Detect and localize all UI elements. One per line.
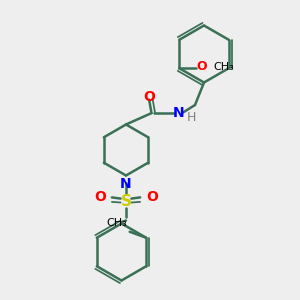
Text: N: N: [120, 177, 132, 191]
Text: O: O: [197, 60, 207, 73]
Text: S: S: [121, 194, 131, 208]
Text: O: O: [146, 190, 158, 204]
Text: CH₃: CH₃: [106, 218, 127, 228]
Text: CH₃: CH₃: [213, 62, 234, 72]
Text: O: O: [143, 90, 155, 104]
Text: N: N: [173, 106, 184, 120]
Text: O: O: [94, 190, 106, 204]
Text: H: H: [187, 111, 196, 124]
